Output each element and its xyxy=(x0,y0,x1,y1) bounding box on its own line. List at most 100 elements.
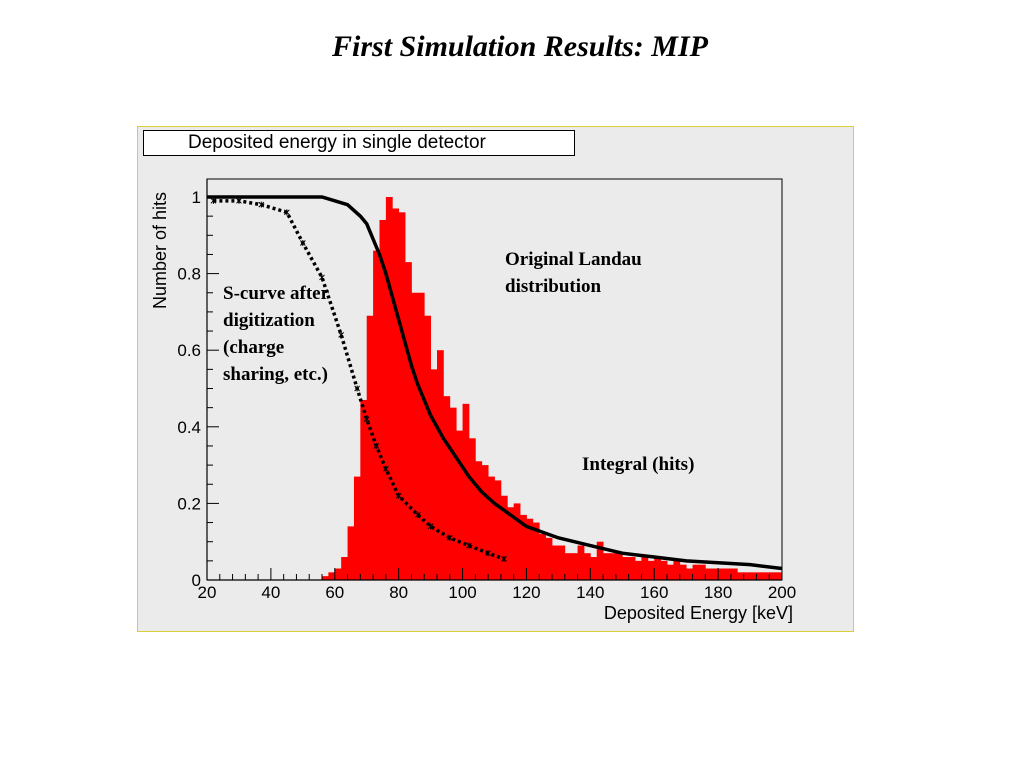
histogram-bar xyxy=(583,553,591,580)
histogram-bar xyxy=(353,476,361,580)
s-curve-marker xyxy=(485,550,491,557)
s-curve-marker xyxy=(210,197,217,204)
x-tick-label: 140 xyxy=(576,583,604,602)
histogram-bar xyxy=(615,553,623,580)
histogram-bar xyxy=(686,568,693,580)
histogram-bar xyxy=(769,572,777,580)
histogram-bar xyxy=(577,545,585,580)
histogram-bar xyxy=(622,557,630,580)
histogram-bar xyxy=(539,534,547,580)
histogram-bar xyxy=(667,564,674,580)
slide-title: First Simulation Results: MIP xyxy=(332,30,708,63)
histogram-bar xyxy=(379,219,387,581)
histogram-bar xyxy=(417,292,425,580)
histogram-bar xyxy=(520,514,527,580)
histogram-bar xyxy=(609,553,617,580)
x-tick-label: 200 xyxy=(768,583,796,602)
histogram-bar xyxy=(654,557,662,580)
s-curve-marker xyxy=(446,534,453,541)
x-tick-label: 60 xyxy=(325,583,344,602)
histogram-bar xyxy=(558,545,566,580)
histogram-bar xyxy=(468,438,476,580)
s-curve-marker xyxy=(501,555,507,562)
histogram-bar xyxy=(762,572,770,580)
s-curve-marker xyxy=(466,542,472,549)
histogram-bar xyxy=(494,480,502,580)
y-tick-label: 0.6 xyxy=(177,341,201,360)
histogram-bar xyxy=(724,568,732,580)
s-curve-markers xyxy=(210,197,507,562)
s-curve-marker xyxy=(354,385,360,392)
histogram-bar xyxy=(628,557,636,580)
histogram-bar xyxy=(635,560,642,580)
histogram-bar xyxy=(564,553,572,580)
histogram-bar xyxy=(647,560,655,580)
s-curve-annotation-line: digitization xyxy=(223,310,315,331)
x-tick-label: 180 xyxy=(704,583,732,602)
histogram-bar xyxy=(328,572,336,580)
s-curve-annotation-line: sharing, etc.) xyxy=(223,364,329,385)
s-curve-marker xyxy=(299,239,306,246)
x-axis-label: Deposited Energy [keV] xyxy=(604,603,793,623)
histogram-title: Deposited energy in single detector xyxy=(143,130,575,156)
histogram-bar xyxy=(673,560,681,580)
histogram-bar xyxy=(322,576,329,580)
s-curve-marker xyxy=(427,523,434,530)
histogram-bar xyxy=(443,396,451,580)
x-tick-label: 80 xyxy=(389,583,408,602)
histogram-bar xyxy=(532,522,540,580)
s-curve-marker xyxy=(373,442,380,449)
integral-curve-line xyxy=(207,195,783,571)
histogram-bar xyxy=(385,197,393,580)
histogram-bars xyxy=(322,197,783,581)
x-tick-label: 40 xyxy=(261,583,280,602)
histogram-bar xyxy=(392,208,400,581)
histogram-bar xyxy=(405,262,412,580)
histogram-bar xyxy=(500,495,508,580)
histogram-bar xyxy=(456,430,463,580)
y-axis-label: Number of hits xyxy=(150,192,170,309)
s-curve-marker xyxy=(395,492,402,499)
histogram-bar xyxy=(698,564,706,580)
histogram-bar xyxy=(545,537,553,580)
s-curve-annotation: S-curve after digitization (charge shari… xyxy=(223,280,329,388)
histogram-bar xyxy=(552,545,559,580)
integral-annotation-line: Integral (hits) xyxy=(582,454,695,475)
histogram-bar xyxy=(398,212,406,580)
y-tick-label: 0.4 xyxy=(177,418,201,437)
histogram-bar xyxy=(711,568,719,580)
y-tick-label: 0.2 xyxy=(177,494,201,513)
x-tick-label: 20 xyxy=(198,583,217,602)
histogram-bar xyxy=(679,564,687,580)
axes: 20 40 60 80 100 120 140 160 180 200 0 0.2 0.4 0.6 0.8 1 xyxy=(177,179,796,602)
histogram-bar xyxy=(737,572,745,580)
histogram-bar xyxy=(571,553,578,580)
histogram-bar xyxy=(660,560,668,580)
histogram-bar xyxy=(743,572,751,580)
s-curve-marker xyxy=(383,465,389,472)
histogram-bar xyxy=(730,568,738,580)
y-tick-label: 1 xyxy=(192,188,201,207)
histogram-bar xyxy=(481,465,489,580)
x-tick-label: 100 xyxy=(448,583,476,602)
histogram-bar xyxy=(373,250,380,580)
histogram-bar xyxy=(341,557,348,580)
s-curve-marker xyxy=(236,197,242,204)
x-tick-label: 120 xyxy=(512,583,540,602)
histogram-bar xyxy=(641,557,649,580)
s-curve-marker xyxy=(284,209,290,216)
histogram-bar xyxy=(334,568,342,580)
histogram-bar xyxy=(507,507,515,580)
landau-annotation-line: distribution xyxy=(505,276,602,297)
histogram-bar xyxy=(718,568,725,580)
integral-annotation: Integral (hits) xyxy=(582,451,694,478)
histogram-bar xyxy=(437,350,444,580)
s-curve-line xyxy=(213,199,505,561)
y-tick-label: 0 xyxy=(192,571,201,590)
s-curve-marker xyxy=(258,201,265,208)
histogram-bar xyxy=(411,292,419,580)
histogram-bar xyxy=(366,315,374,580)
histogram-bar xyxy=(424,315,432,580)
histogram-bar xyxy=(603,553,610,580)
